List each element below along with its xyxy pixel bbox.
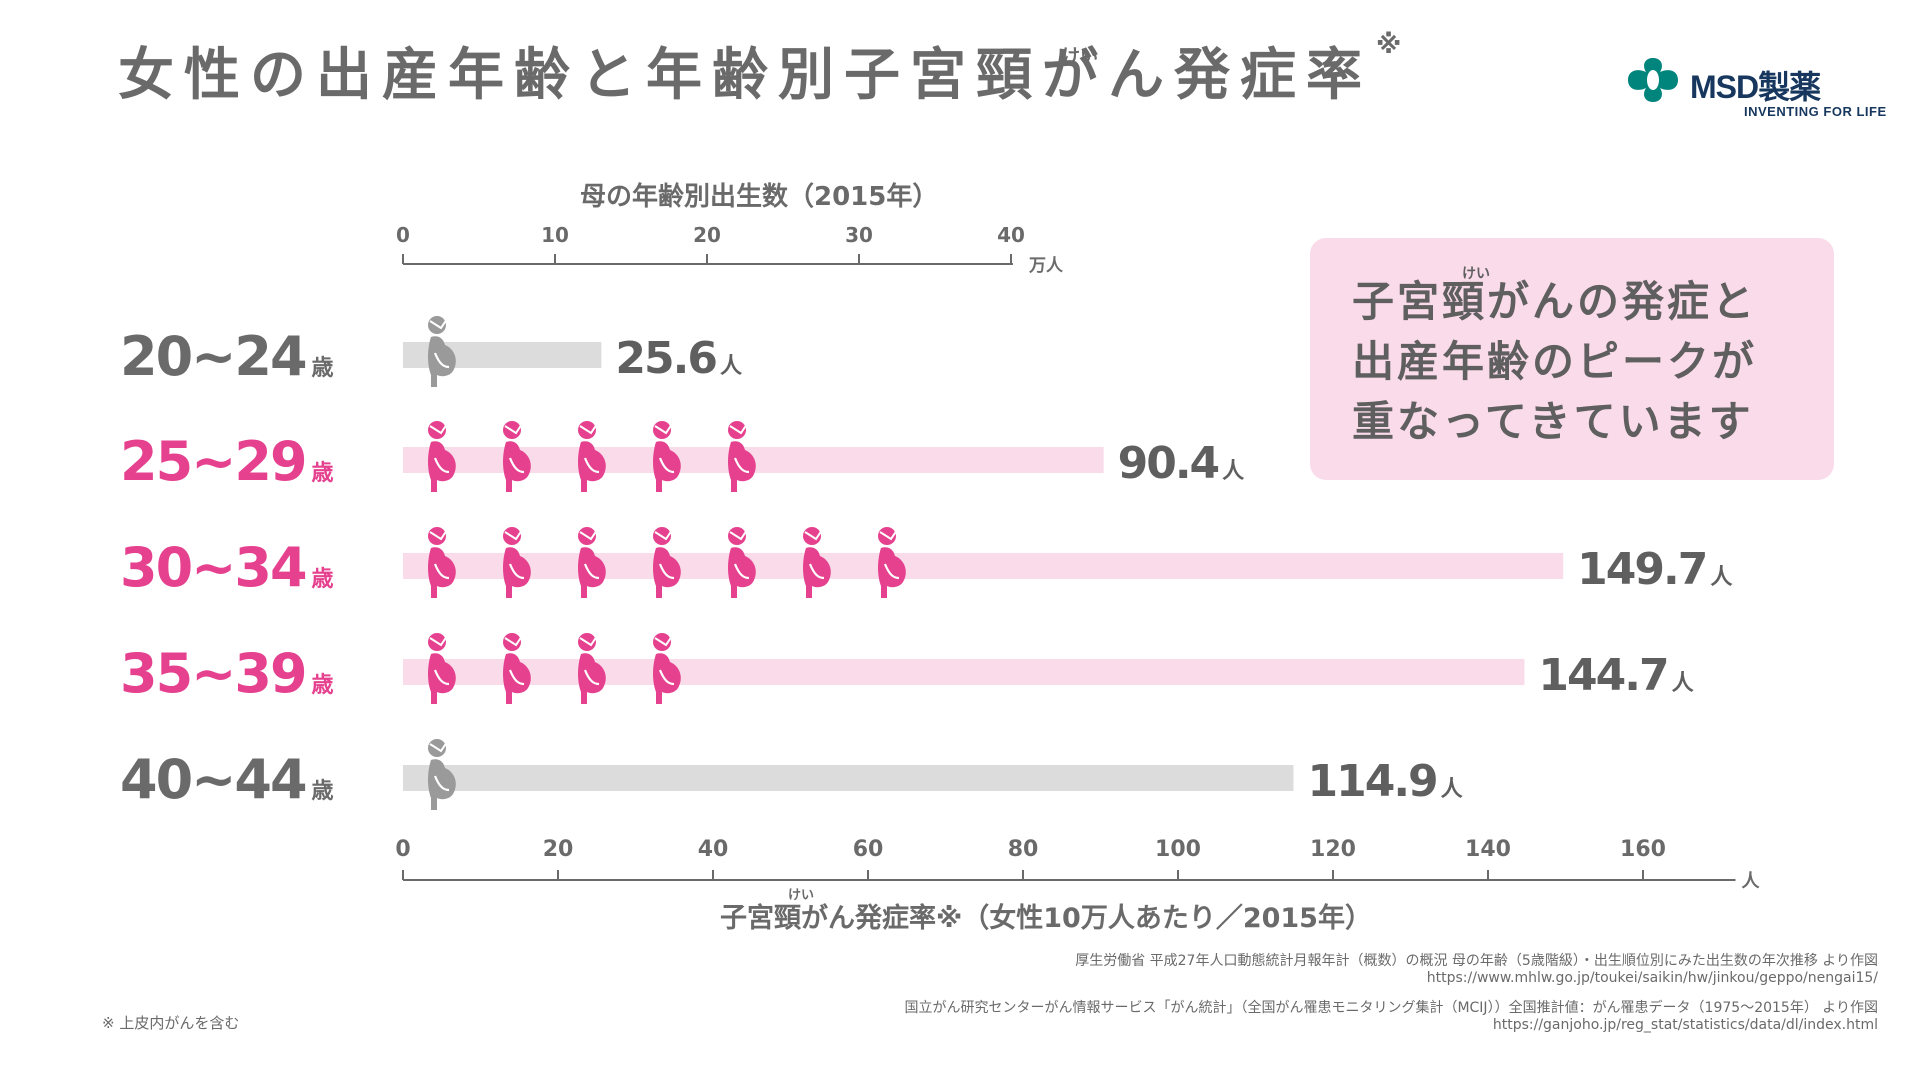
callout-ruby: けい [1462, 266, 1490, 282]
pregnant-woman-icon [728, 421, 756, 492]
pregnant-woman-icon [578, 421, 606, 492]
top-axis-tick-label: 0 [396, 223, 410, 247]
top-axis-tick-label: 30 [845, 223, 873, 247]
value-label: 144.7 人 [1538, 650, 1693, 701]
bottom-axis-tick-label: 100 [1155, 837, 1201, 862]
bottom-axis-tick-label: 0 [395, 837, 410, 862]
source-line-1: 厚生労働省 平成27年人口動態統計月報年計（概数）の概況 母の年齢（5歳階級）・… [1075, 953, 1878, 969]
bottom-axis-tick-label: 120 [1310, 837, 1356, 862]
pregnant-woman-icon [428, 633, 456, 704]
top-axis-tick-label: 10 [541, 223, 569, 247]
category-label: 35~39 歳 [120, 642, 334, 705]
pregnant-woman-icon [428, 527, 456, 598]
pregnant-woman-icon [803, 527, 831, 598]
title-text: 女性の出産年齢と年齢別子宮頸がん発症率 [118, 43, 1372, 108]
bottom-axis-tick-label: 80 [1008, 837, 1039, 862]
source-line-2: https://www.mhlw.go.jp/toukei/saikin/hw/… [1426, 970, 1878, 986]
msd-logo-icon [1628, 58, 1678, 102]
bottom-axis-tick-label: 40 [698, 837, 729, 862]
title-note-mark: ※ [1376, 30, 1402, 60]
category-label: 30~34 歳 [120, 536, 334, 599]
category-label: 25~29 歳 [120, 430, 334, 493]
pregnant-woman-icon [428, 739, 456, 810]
pregnant-woman-icon [503, 527, 531, 598]
pregnant-woman-icon [503, 421, 531, 492]
pregnant-woman-icon [428, 421, 456, 492]
callout-box [1310, 238, 1834, 480]
pregnant-woman-icon [428, 316, 456, 387]
value-label: 90.4 人 [1118, 438, 1245, 489]
top-axis-tick-label: 20 [693, 223, 721, 247]
incidence-bar [403, 659, 1525, 685]
pregnant-woman-icon [728, 527, 756, 598]
bottom-axis-unit: 人 [1742, 871, 1761, 892]
category-label: 40~44 歳 [120, 748, 334, 811]
pregnant-woman-icon [578, 527, 606, 598]
top-axis-tick-label: 40 [997, 223, 1025, 247]
value-label: 149.7 人 [1577, 544, 1732, 595]
title-ruby: けい [1062, 46, 1098, 67]
source-line-4: https://ganjoho.jp/reg_stat/statistics/d… [1492, 1017, 1878, 1033]
bottom-axis-tick-label: 140 [1465, 837, 1511, 862]
pregnant-woman-icon [653, 421, 681, 492]
callout-text: 子宮頸がんの発症と 出産年齢のピークが 重なってきています [1352, 277, 1758, 446]
pregnant-woman-icon [653, 633, 681, 704]
pregnant-woman-icon [503, 633, 531, 704]
bottom-axis-title: 子宮頸がん発症率※（女性10万人あたり／2015年） [720, 903, 1372, 934]
value-label: 114.9 人 [1307, 756, 1462, 807]
page-title: 女性の出産年齢と年齢別子宮頸がん発症率 ※ [118, 30, 1401, 111]
category-label: 20~24 歳 [120, 325, 334, 388]
bottom-axis-tick-label: 160 [1620, 837, 1666, 862]
footnote: ※ 上皮内がんを含む [102, 1014, 240, 1032]
bottom-axis-tick-label: 20 [543, 837, 574, 862]
pregnant-woman-icon [878, 527, 906, 598]
value-label: 25.6 人 [615, 333, 742, 384]
pregnant-woman-icon [578, 633, 606, 704]
logo-tagline: INVENTING FOR LIFE [1744, 104, 1887, 119]
bottom-axis-ruby: けい [788, 888, 815, 903]
source-line-3: 国立がん研究センターがん情報サービス「がん統計」（全国がん罹患モニタリング集計（… [904, 1000, 1878, 1016]
top-axis-unit: 万人 [1028, 256, 1064, 276]
pregnant-woman-icon [653, 527, 681, 598]
top-axis-title: 母の年齢別出生数（2015年） [580, 182, 939, 212]
incidence-bar [403, 553, 1564, 579]
bottom-axis-tick-label: 60 [853, 837, 884, 862]
incidence-bar [403, 765, 1294, 791]
logo-brand: MSD製薬 [1690, 69, 1821, 105]
